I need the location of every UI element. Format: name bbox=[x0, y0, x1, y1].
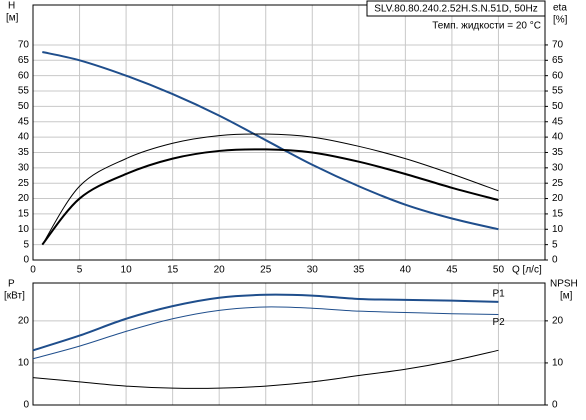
y-tick-label: 0 bbox=[23, 255, 29, 266]
y2-tick-label: 30 bbox=[552, 162, 564, 173]
y2-tick-label: 20 bbox=[552, 193, 564, 204]
x-tick-label: 45 bbox=[446, 265, 458, 276]
title-box bbox=[366, 0, 546, 17]
series-label: P2 bbox=[492, 317, 505, 328]
x-tick-label: 30 bbox=[307, 265, 319, 276]
plot-frame bbox=[32, 4, 546, 261]
y-tick-label: 35 bbox=[18, 147, 30, 158]
x-tick-label: 0 bbox=[30, 265, 36, 276]
x-tick-label: 20 bbox=[214, 265, 226, 276]
x-tick-label: 15 bbox=[167, 265, 179, 276]
x-tick-label: 5 bbox=[77, 265, 83, 276]
y2-axis-unit: [%] bbox=[553, 15, 568, 26]
y2-tick-label: 5 bbox=[552, 239, 558, 250]
plot-frame bbox=[32, 282, 546, 406]
y2-tick-label: 25 bbox=[552, 178, 564, 189]
y-tick-label: 45 bbox=[18, 116, 30, 127]
y2-tick-label: 50 bbox=[552, 101, 564, 112]
y-tick-label: 60 bbox=[18, 70, 30, 81]
curve bbox=[41, 133, 499, 245]
y-tick-label: 65 bbox=[18, 55, 30, 66]
series-label: P1 bbox=[492, 289, 505, 300]
y2-axis-unit: [м] bbox=[560, 291, 573, 302]
y2-tick-label: 55 bbox=[552, 86, 564, 97]
y-tick-label: 70 bbox=[18, 40, 30, 51]
y2-tick-label: 10 bbox=[552, 358, 564, 369]
y-axis-unit: [м] bbox=[6, 13, 19, 24]
curve bbox=[41, 148, 499, 246]
y2-tick-label: 20 bbox=[552, 316, 564, 327]
y-tick-label: 20 bbox=[18, 193, 30, 204]
y2-axis-label: NPSH bbox=[550, 279, 578, 290]
y2-tick-label: 0 bbox=[552, 400, 558, 411]
annotation: Темп. жидкости = 20 °C bbox=[432, 21, 541, 32]
x-tick-label: 25 bbox=[260, 265, 272, 276]
y2-tick-label: 35 bbox=[552, 147, 564, 158]
y-axis-unit: [кВт] bbox=[4, 291, 25, 302]
x-tick-label: 50 bbox=[493, 265, 505, 276]
curve bbox=[42, 51, 499, 231]
y-tick-label: 20 bbox=[18, 316, 30, 327]
x-tick-label: 35 bbox=[353, 265, 365, 276]
chart-title: SLV.80.80.240.2.52H.S.N.51D, 50Hz bbox=[374, 4, 537, 15]
y-tick-label: 0 bbox=[23, 400, 29, 411]
y2-tick-label: 70 bbox=[552, 40, 564, 51]
curve bbox=[32, 306, 499, 360]
y-tick-label: 15 bbox=[18, 209, 30, 220]
y-tick-label: 25 bbox=[18, 178, 30, 189]
y-tick-label: 5 bbox=[23, 239, 29, 250]
y-tick-label: 10 bbox=[18, 358, 30, 369]
curve bbox=[32, 349, 499, 389]
y2-tick-label: 0 bbox=[552, 255, 558, 266]
y-tick-label: 50 bbox=[18, 101, 30, 112]
y2-tick-label: 45 bbox=[552, 116, 564, 127]
y2-tick-label: 10 bbox=[552, 224, 564, 235]
y-tick-label: 10 bbox=[18, 224, 30, 235]
y2-tick-label: 60 bbox=[552, 70, 564, 81]
y2-tick-label: 65 bbox=[552, 55, 564, 66]
x-tick-label: 10 bbox=[121, 265, 133, 276]
y-axis-label: H bbox=[8, 1, 15, 12]
y-axis-label: P bbox=[8, 279, 15, 290]
y2-axis-label: eta bbox=[553, 3, 567, 14]
y-tick-label: 55 bbox=[18, 86, 30, 97]
y-tick-label: 40 bbox=[18, 132, 30, 143]
y2-tick-label: 40 bbox=[552, 132, 564, 143]
x-axis-label: Q [л/с] bbox=[512, 265, 542, 276]
y-tick-label: 30 bbox=[18, 162, 30, 173]
curve bbox=[32, 293, 499, 352]
x-tick-label: 40 bbox=[400, 265, 412, 276]
y2-tick-label: 15 bbox=[552, 209, 564, 220]
